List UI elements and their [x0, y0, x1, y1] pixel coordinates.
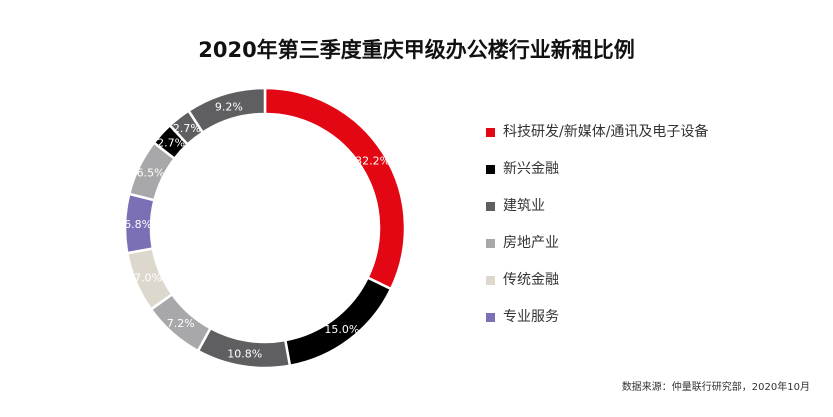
legend-swatch: [486, 313, 495, 322]
chart-title: 2020年第三季度重庆甲级办公楼行业新租比例: [198, 38, 635, 62]
legend-swatch: [486, 276, 495, 285]
slice-label: 7.0%: [134, 271, 162, 284]
legend-swatch: [486, 128, 495, 137]
slice-label: 6.5%: [137, 167, 165, 180]
donut-slice: [263, 86, 407, 291]
slice-label: 2.7%: [157, 136, 185, 149]
slice-label: 9.2%: [215, 100, 243, 113]
slice-label: 32.2%: [355, 155, 390, 168]
slice-label: 2.7%: [173, 122, 201, 135]
legend-item: 专业服务: [486, 307, 816, 344]
slice-label: 10.8%: [227, 347, 262, 360]
legend-item: 房地产业: [486, 233, 816, 270]
slice-label: 7.2%: [167, 317, 195, 330]
legend-item: 新兴金融: [486, 159, 816, 196]
donut-slice: [186, 86, 267, 135]
slice-label: 15.0%: [324, 323, 359, 336]
legend-swatch: [486, 202, 495, 211]
legend-swatch: [486, 165, 495, 174]
slice-label: 6.8%: [124, 218, 152, 231]
legend-label: 专业服务: [503, 309, 559, 325]
legend: 科技研发/新媒体/通讯及电子设备 新兴金融建筑业房地产业传统金融专业服务: [486, 122, 816, 344]
donut-slice: [283, 275, 393, 368]
legend-label: 建筑业: [503, 198, 545, 214]
legend-swatch: [486, 239, 495, 248]
legend-label: 科技研发/新媒体/通讯及电子设备: [503, 124, 709, 140]
legend-label: 传统金融: [503, 272, 559, 288]
legend-item: 传统金融: [486, 270, 816, 307]
legend-item: 科技研发/新媒体/通讯及电子设备: [486, 122, 816, 159]
legend-item: 建筑业: [486, 196, 816, 233]
source-note: 数据来源：仲量联行研究部，2020年10月: [621, 382, 810, 393]
legend-label: 新兴金融: [503, 161, 559, 177]
legend-label: 房地产业: [503, 235, 559, 251]
